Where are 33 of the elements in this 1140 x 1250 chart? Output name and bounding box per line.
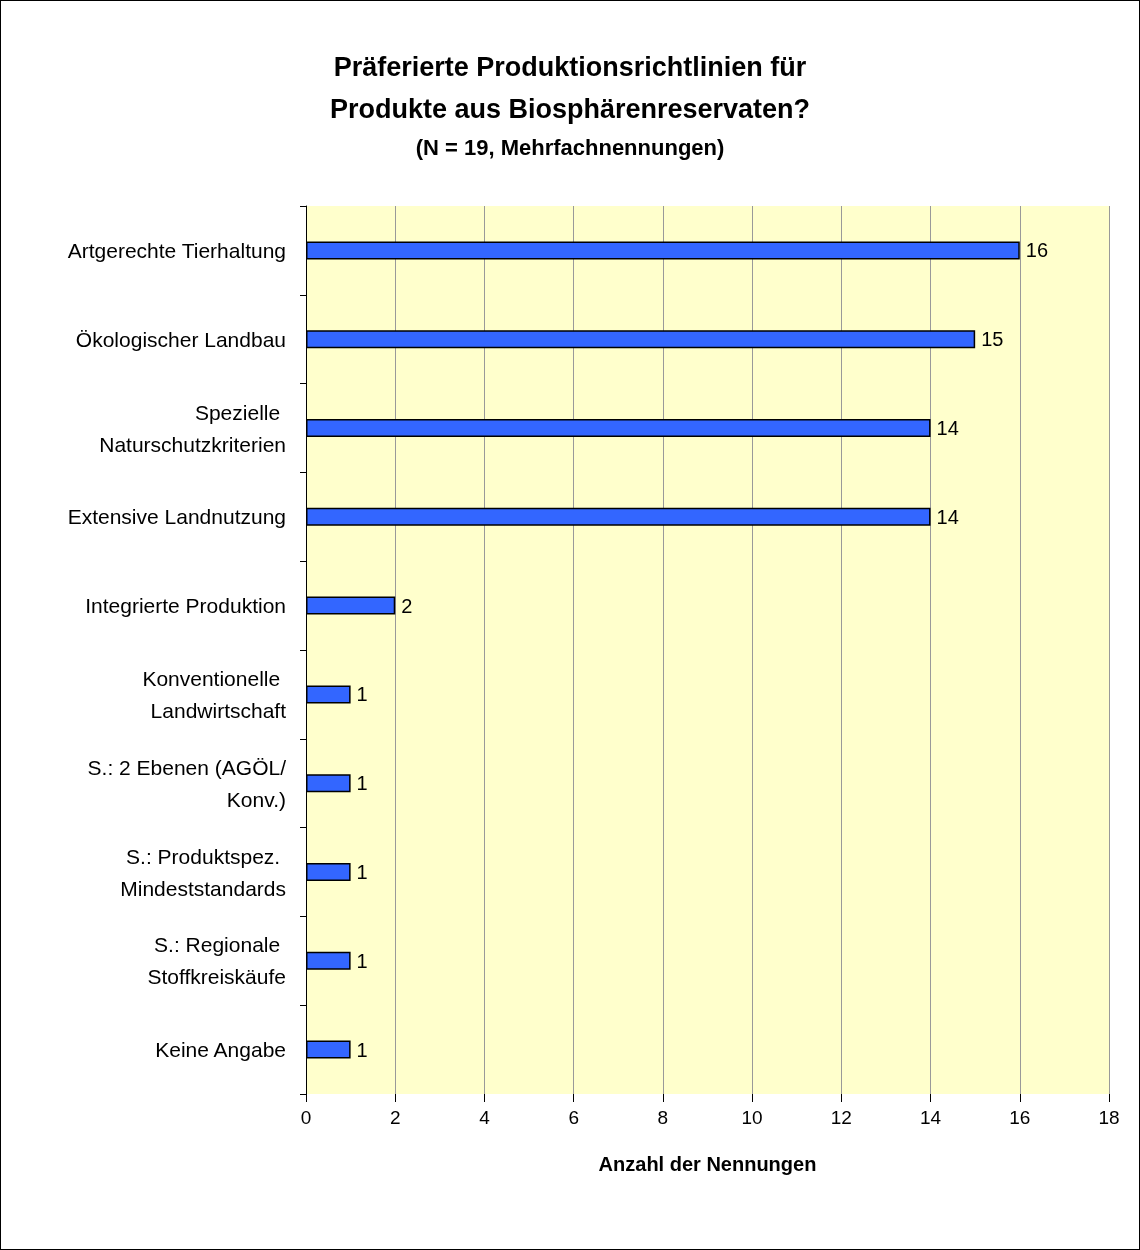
y-tick-label: S.: Produktspez. Mindeststandards [120, 844, 286, 900]
x-tick-label: 6 [568, 1107, 579, 1128]
y-tick-label: Extensive Landnutzung [67, 505, 286, 529]
y-tick-label: Ökologischer Landbau [75, 327, 286, 351]
data-label: 15 [981, 328, 1004, 351]
data-label: 1 [356, 861, 368, 883]
data-label: 16 [1025, 239, 1049, 262]
x-tick-label: 0 [300, 1107, 312, 1128]
data-label: 1 [356, 1038, 368, 1061]
x-tick-label: 10 [741, 1107, 763, 1128]
data-label: 1 [356, 772, 368, 795]
data-label: 1 [356, 949, 368, 972]
y-tick-label: Integrierte Produktion [85, 594, 286, 618]
y-tick-label: Artgerechte Tierhaltung [67, 238, 286, 262]
x-tick-label: 12 [830, 1107, 852, 1128]
y-tick-label: S.: Regionale Stoffkreiskäufe [147, 933, 286, 989]
data-label: 2 [401, 594, 413, 617]
x-tick-label: 18 [1098, 1107, 1120, 1128]
data-label: 14 [936, 417, 959, 439]
x-tick-label: 14 [919, 1107, 942, 1128]
data-label: 14 [936, 505, 959, 528]
x-tick-label: 8 [657, 1107, 669, 1128]
x-tick-label: 2 [389, 1107, 401, 1128]
y-tick-label: Konventionelle Landwirtschaft [142, 666, 287, 722]
data-label: 1 [356, 683, 368, 706]
y-tick-label: S.: 2 Ebenen (AGÖL/Konv.) [87, 755, 287, 811]
y-tick-label: Keine Angabe [155, 1038, 286, 1062]
x-tick-label: 16 [1009, 1107, 1031, 1128]
chart-subtitle: (N = 19, Mehrfachnennungen) [415, 134, 725, 160]
x-axis-title: Anzahl der Nennungen [598, 1153, 817, 1175]
chart-title: Präferierte Produktionsrichtlinien für Produkte aus Biosphärenreservaten? [329, 52, 811, 124]
y-tick-label: Spezielle Naturschutzkriterien [99, 400, 286, 456]
x-tick-label: 4 [479, 1107, 491, 1128]
